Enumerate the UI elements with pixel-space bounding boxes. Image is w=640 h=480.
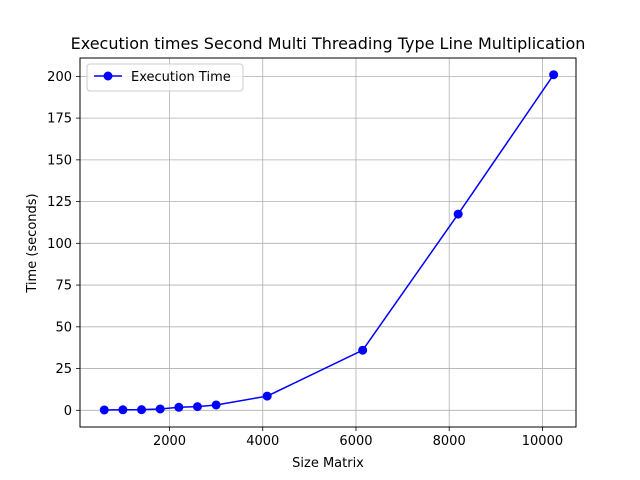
x-axis-label: Size Matrix <box>292 456 364 471</box>
plot-frame <box>79 57 577 428</box>
x-tick-label: 4000 <box>246 434 279 449</box>
data-point <box>192 402 202 412</box>
data-point <box>211 400 221 410</box>
legend: Execution Time <box>86 63 244 92</box>
legend-marker <box>103 71 113 81</box>
y-tick-label: 75 <box>55 279 72 294</box>
chart-title: Execution times Second Multi Threading T… <box>71 34 586 53</box>
data-point <box>118 405 128 415</box>
y-tick-label: 125 <box>47 195 72 210</box>
y-axis-ticks: 0 25 50 75 100 125 150 175 200 <box>47 70 80 419</box>
x-tick-label: 2000 <box>153 434 186 449</box>
x-tick-label: 6000 <box>339 434 372 449</box>
y-tick-label: 50 <box>55 320 72 335</box>
data-point <box>358 345 368 355</box>
y-tick-label: 0 <box>64 404 72 419</box>
data-point <box>262 391 272 401</box>
data-point <box>453 209 463 219</box>
y-tick-label: 100 <box>47 237 72 252</box>
x-tick-label: 8000 <box>433 434 466 449</box>
x-axis-ticks: 2000 4000 6000 8000 10000 <box>153 427 563 449</box>
y-tick-label: 200 <box>47 70 72 85</box>
y-tick-label: 175 <box>47 112 72 127</box>
data-point <box>99 405 109 415</box>
y-tick-label: 25 <box>55 362 72 377</box>
x-tick-label: 10000 <box>522 434 563 449</box>
data-point <box>137 405 147 415</box>
data-point <box>174 402 184 412</box>
legend-box <box>86 63 244 92</box>
legend-label: Execution Time <box>131 70 231 85</box>
y-axis-label: Time (seconds) <box>25 193 40 293</box>
data-point <box>155 404 165 414</box>
series-layer <box>99 70 559 415</box>
data-point <box>549 70 559 80</box>
grid-lines <box>80 58 576 427</box>
y-tick-label: 150 <box>47 153 72 168</box>
